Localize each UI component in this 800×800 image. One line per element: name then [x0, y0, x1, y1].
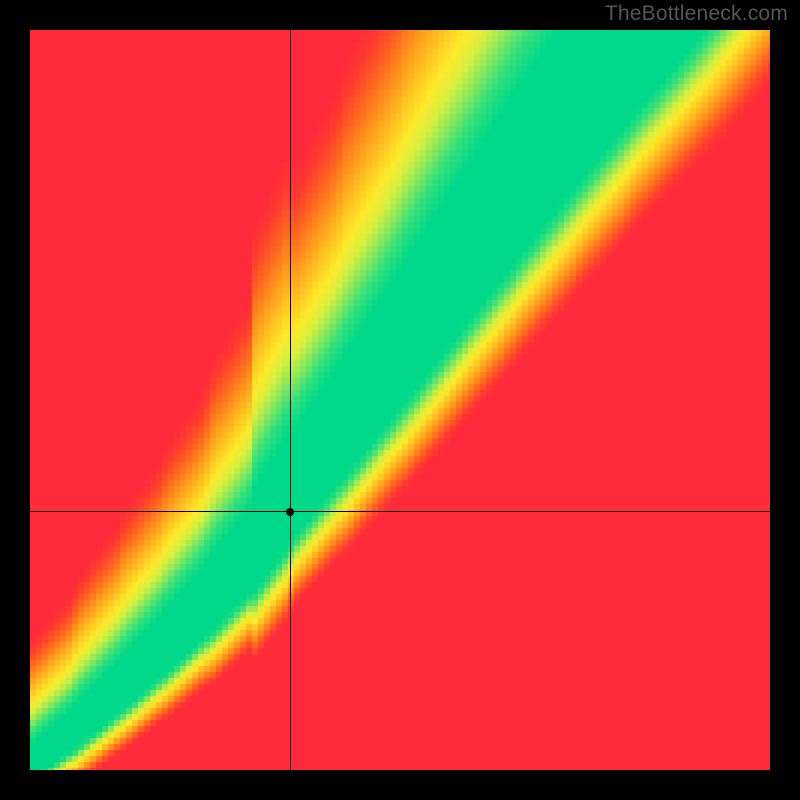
- heatmap-canvas: [30, 30, 770, 770]
- watermark-text: TheBottleneck.com: [605, 2, 788, 26]
